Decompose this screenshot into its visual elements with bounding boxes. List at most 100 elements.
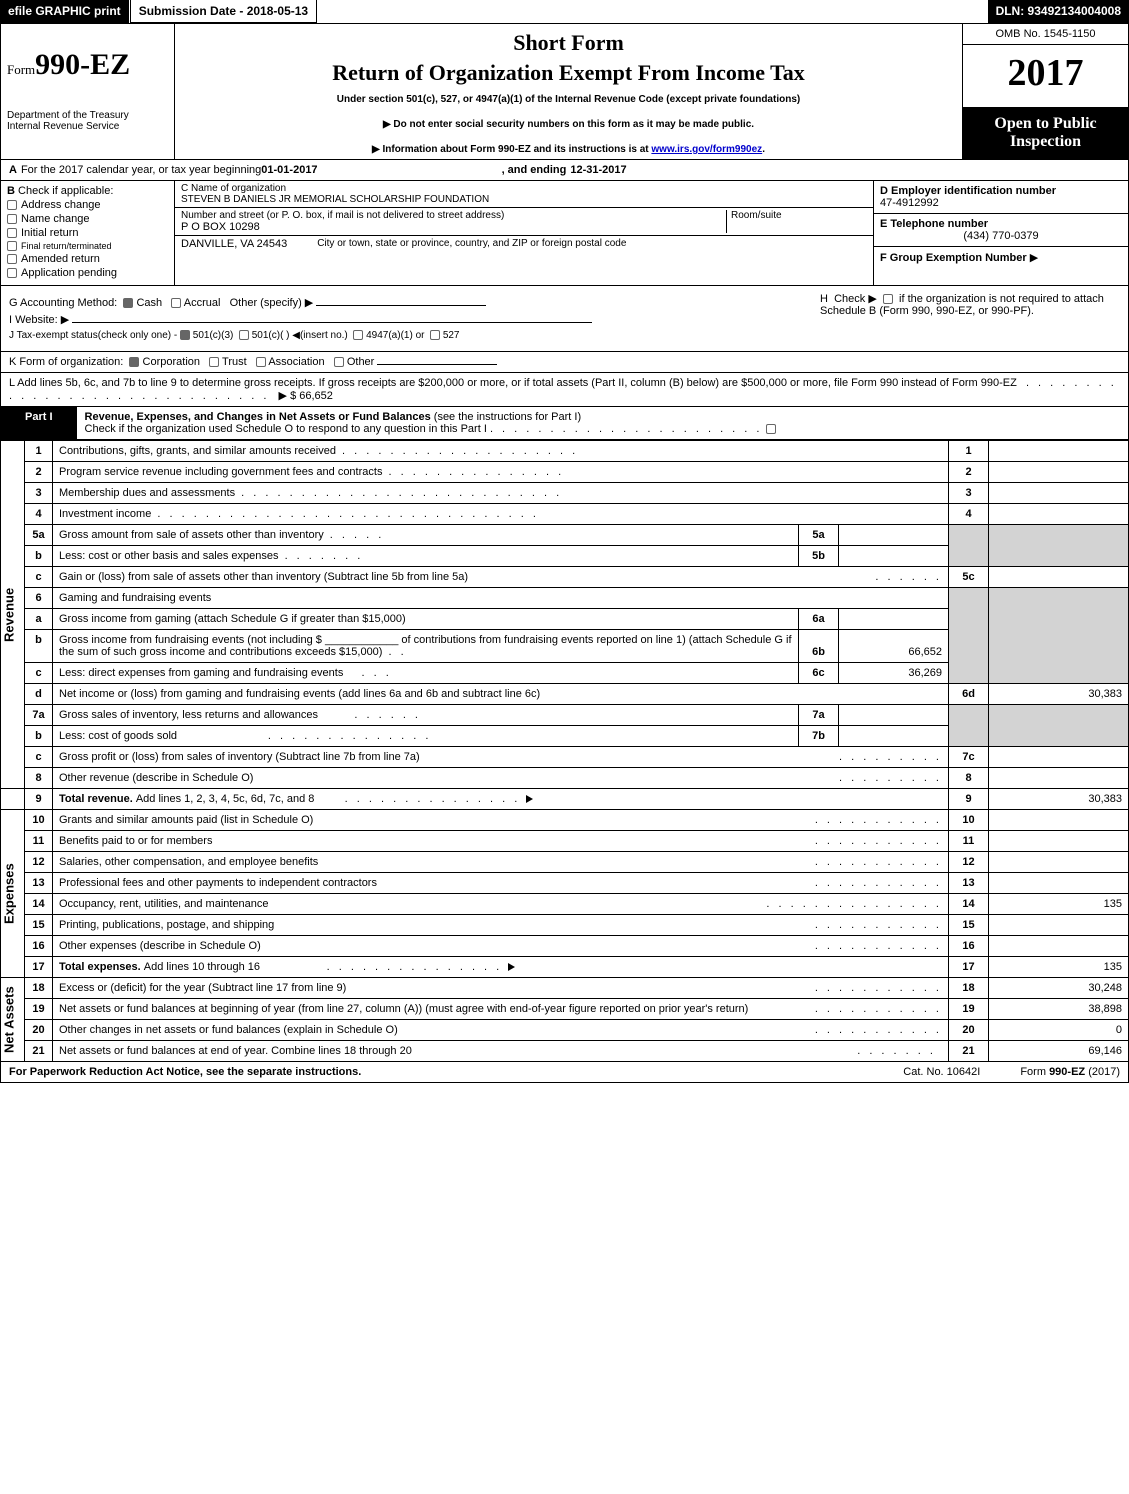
- k-label: K: [9, 356, 16, 368]
- grey-cell: [949, 525, 989, 567]
- cb-initial-return[interactable]: Initial return: [7, 227, 168, 239]
- i-label: I Website: ▶: [9, 314, 69, 326]
- checkbox-icon[interactable]: [766, 424, 776, 434]
- note2-link[interactable]: www.irs.gov/form990ez: [651, 144, 762, 155]
- org-name: STEVEN B DANIELS JR MEMORIAL SCHOLARSHIP…: [181, 194, 867, 205]
- c-city-row: DANVILLE, VA 24543 City or town, state o…: [175, 236, 873, 252]
- header-right: OMB No. 1545-1150 2017 Open to Public In…: [963, 24, 1128, 159]
- line-rv: 135: [989, 957, 1129, 978]
- line-desc: Other changes in net assets or fund bala…: [53, 1020, 949, 1041]
- line-sn: 6a: [799, 609, 839, 630]
- line-desc: Gaming and fundraising events: [53, 588, 949, 609]
- line-rv: 69,146: [989, 1041, 1129, 1062]
- h-not: not: [1000, 293, 1015, 305]
- f-row: F Group Exemption Number ▶: [874, 247, 1128, 285]
- line-desc: Gross profit or (loss) from sales of inv…: [53, 747, 949, 768]
- line-desc: Grants and similar amounts paid (list in…: [53, 810, 949, 831]
- line-num: 5a: [25, 525, 53, 546]
- radio-filled-icon[interactable]: [180, 330, 190, 340]
- room-label: Room/suite: [731, 210, 867, 221]
- line-num: c: [25, 567, 53, 588]
- line-desc: Program service revenue including govern…: [53, 462, 949, 483]
- radio-filled-icon[interactable]: [129, 357, 139, 367]
- line-rn: 7c: [949, 747, 989, 768]
- form-number-big: 990-EZ: [35, 48, 130, 81]
- line-num: 12: [25, 852, 53, 873]
- cb-label: Name change: [21, 213, 90, 225]
- cb-name-change[interactable]: Name change: [7, 213, 168, 225]
- row-j: J Tax-exempt status(check only one) - 50…: [9, 330, 820, 341]
- top-bar: efile GRAPHIC print Submission Date - 20…: [0, 0, 1129, 24]
- line-sv: 66,652: [839, 630, 949, 663]
- line-desc: Printing, publications, postage, and shi…: [53, 915, 949, 936]
- radio-icon[interactable]: [209, 357, 219, 367]
- f-arrow: ▶: [1030, 252, 1038, 264]
- line-num: d: [25, 684, 53, 705]
- line-sn: 5a: [799, 525, 839, 546]
- radio-icon[interactable]: [430, 330, 440, 340]
- line-sn: 6b: [799, 630, 839, 663]
- form-note1: ▶ Do not enter social security numbers o…: [383, 119, 754, 130]
- table-row: 16 Other expenses (describe in Schedule …: [1, 936, 1129, 957]
- row-i: I Website: ▶: [9, 313, 820, 326]
- table-row: Revenue 1 Contributions, gifts, grants, …: [1, 441, 1129, 462]
- line-desc: Professional fees and other payments to …: [53, 873, 949, 894]
- line-desc: Less: direct expenses from gaming and fu…: [53, 663, 799, 684]
- line-num: b: [25, 630, 53, 663]
- note2-post: .: [762, 144, 765, 155]
- table-row: d Net income or (loss) from gaming and f…: [1, 684, 1129, 705]
- d-label: D Employer identification number: [880, 185, 1122, 197]
- cb-final-return[interactable]: Final return/terminated: [7, 241, 168, 251]
- line-rv: [989, 747, 1129, 768]
- line-rn: 4: [949, 504, 989, 525]
- line-num: b: [25, 726, 53, 747]
- line-rv: 38,898: [989, 999, 1129, 1020]
- k-o4: Other: [347, 356, 375, 368]
- radio-filled-icon[interactable]: [123, 298, 133, 308]
- c-label: C Name of organization: [181, 183, 867, 194]
- line-sv: 36,269: [839, 663, 949, 684]
- row-ghij-left: G Accounting Method: Cash Accrual Other …: [9, 292, 820, 345]
- city-label: City or town, state or province, country…: [317, 238, 626, 250]
- line-desc: Less: cost of goods sold . . . . . . . .…: [53, 726, 799, 747]
- section-expenses: Expenses: [1, 810, 25, 978]
- radio-icon[interactable]: [239, 330, 249, 340]
- line-desc: Net assets or fund balances at end of ye…: [53, 1041, 949, 1062]
- cb-address-change[interactable]: Address change: [7, 199, 168, 211]
- checkbox-icon: [7, 228, 17, 238]
- section-revenue: Revenue: [1, 441, 25, 789]
- city-value: DANVILLE, VA 24543: [181, 238, 287, 250]
- grid-bcdef: B Check if applicable: Address change Na…: [0, 181, 1129, 286]
- cb-amended-return[interactable]: Amended return: [7, 253, 168, 265]
- table-row: Net Assets 18 Excess or (deficit) for th…: [1, 978, 1129, 999]
- col-def: D Employer identification number 47-4912…: [873, 181, 1128, 285]
- submission-date: Submission Date - 2018-05-13: [130, 0, 317, 23]
- table-row: 15 Printing, publications, postage, and …: [1, 915, 1129, 936]
- line-num: c: [25, 747, 53, 768]
- checkbox-icon[interactable]: [883, 294, 893, 304]
- line-rn: 9: [949, 789, 989, 810]
- row-a-pre: For the 2017 calendar year, or tax year …: [21, 164, 261, 176]
- irs-label: Internal Revenue Service: [7, 121, 168, 132]
- line-rn: 6d: [949, 684, 989, 705]
- line-desc: Total expenses. Add lines 10 through 16 …: [53, 957, 949, 978]
- l-label: L: [9, 377, 15, 389]
- k-text: Form of organization:: [19, 356, 123, 368]
- j-o4: 527: [443, 330, 460, 341]
- cb-application-pending[interactable]: Application pending: [7, 267, 168, 279]
- radio-icon[interactable]: [334, 357, 344, 367]
- radio-icon[interactable]: [171, 298, 181, 308]
- radio-icon[interactable]: [256, 357, 266, 367]
- tax-year: 2017: [963, 45, 1128, 107]
- g-cash: Cash: [136, 297, 162, 309]
- h-text2: if the organization is: [899, 293, 1000, 305]
- topbar-spacer: [317, 0, 987, 23]
- table-row: 8 Other revenue (describe in Schedule O)…: [1, 768, 1129, 789]
- line-rn: 19: [949, 999, 989, 1020]
- radio-icon[interactable]: [353, 330, 363, 340]
- line-desc: Net assets or fund balances at beginning…: [53, 999, 949, 1020]
- h-label: H: [820, 293, 828, 305]
- line-desc: Gross sales of inventory, less returns a…: [53, 705, 799, 726]
- line-desc: Other revenue (describe in Schedule O). …: [53, 768, 949, 789]
- line-num: a: [25, 609, 53, 630]
